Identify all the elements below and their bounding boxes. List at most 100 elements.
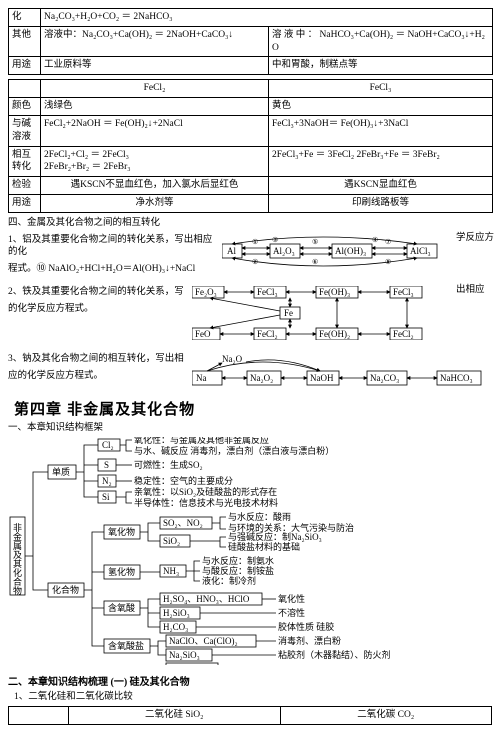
cell: 遇KSCN显血红色: [269, 177, 493, 195]
svg-text:FeCl₃: FeCl₃: [393, 287, 414, 297]
svg-text:NaOH: NaOH: [310, 373, 334, 383]
svg-text:H₂SO₄、HNO₃、HClO: H₂SO₄、HNO₃、HClO: [163, 594, 250, 604]
svg-text:亲氧性：以SiO₂及硅酸盐的形式存在: 亲氧性：以SiO₂及硅酸盐的形式存在: [134, 486, 277, 497]
svg-text:①: ①: [252, 238, 258, 246]
svg-text:含氧酸盐: 含氧酸盐: [108, 640, 144, 651]
p1a: 1、铝及其重要化合物之间的转化关系，写出相应的化: [8, 234, 218, 260]
cell: 用途: [9, 194, 41, 212]
svg-text:⑥: ⑥: [312, 258, 318, 266]
svg-text:Na₂O: Na₂O: [222, 354, 243, 364]
cell: 化: [9, 9, 41, 27]
svg-text:与水、碱反应 消毒剂，漂白剂（漂白液与漂白粉）: 与水、碱反应 消毒剂，漂白剂（漂白液与漂白粉）: [134, 445, 334, 456]
p2a: 2、铁及其重要化合物之间的转化关系，写: [8, 286, 188, 299]
svg-text:③: ③: [272, 236, 278, 244]
svg-text:液化：制冷剂: 液化：制冷剂: [202, 575, 256, 586]
svg-text:可燃性：生成SO₂: 可燃性：生成SO₂: [134, 459, 203, 470]
cell: 印刷线路板等: [269, 194, 493, 212]
svg-text:FeCl₂: FeCl₂: [257, 329, 278, 339]
svg-text:单质: 单质: [52, 466, 70, 477]
svg-text:氢化物: 氢化物: [108, 566, 135, 577]
p3a: 3、钠及其化合物之间的相互转化，写出相: [8, 353, 188, 366]
svg-text:Na₂O₂: Na₂O₂: [250, 373, 273, 383]
svg-text:NaHCO₃: NaHCO₃: [440, 373, 473, 383]
cell: 工业原料等: [41, 57, 269, 75]
svg-text:胶体性质 硅胶: 胶体性质 硅胶: [278, 621, 334, 632]
svg-text:⑤: ⑤: [312, 238, 318, 246]
cell: 颜色: [9, 98, 41, 116]
tree-diagram: 非金属及其化合物 单质 化合物 Cl₂ S N₂ Si 氧化性：与金属及其他非金…: [8, 437, 492, 670]
svg-text:Na₂CO₃: Na₂CO₃: [370, 373, 399, 383]
cell: 二氧化硅 SiO₂: [69, 706, 281, 724]
carbonate-table: 化 Na₂CO₃+H₂O+CO₂ ＝ 2NaHCO₃ 其他 溶液中：Na₂CO₃…: [8, 8, 493, 75]
svg-text:S: S: [104, 460, 109, 470]
svg-text:NH₃: NH₃: [163, 566, 179, 576]
svg-text:与强碱反应：制Na₂SiO₃: 与强碱反应：制Na₂SiO₃: [228, 531, 322, 542]
svg-text:Cl₂: Cl₂: [102, 440, 114, 450]
svg-text:稳定性：空气的主要成分: 稳定性：空气的主要成分: [134, 475, 233, 486]
svg-text:Al(OH)₃: Al(OH)₃: [335, 246, 366, 256]
cell: 净水剂等: [41, 194, 269, 212]
svg-text:H₂CO₃: H₂CO₃: [163, 622, 188, 632]
fe-diagram: Fe₂O₃ FeCl₃ Fe(OH)₃ FeCl₃ Fe FeO FeCl₂ F…: [192, 286, 452, 345]
svg-text:Fe(OH)₃: Fe(OH)₃: [319, 287, 350, 297]
para-1-block: 1、铝及其重要化合物之间的转化关系，写出相应的化 程式。⑩ NaAlO₂+HCl…: [8, 232, 492, 280]
cell: Na₂CO₃+H₂O+CO₂ ＝ 2NaHCO₃: [41, 9, 493, 27]
svg-text:FeCl₃: FeCl₃: [257, 287, 278, 297]
p2b: 的化学反应方程式。: [8, 303, 188, 316]
svg-text:与水反应：酸雨: 与水反应：酸雨: [228, 511, 291, 522]
cell: FeCl₃: [269, 80, 493, 98]
svg-text:Na₂SiO₃: Na₂SiO₃: [169, 650, 200, 660]
svg-text:Si: Si: [102, 492, 110, 502]
svg-text:NaClO、Ca(ClO)₂: NaClO、Ca(ClO)₂: [169, 636, 238, 646]
svg-text:非金属及其化合物: 非金属及其化合物: [12, 522, 22, 596]
svg-text:不溶性: 不溶性: [278, 607, 305, 618]
svg-text:FeCl₂: FeCl₂: [393, 329, 414, 339]
chapter-heading: 第四章 非金属及其化合物: [14, 400, 492, 420]
cell: 溶液中：Na₂CO₃+Ca(OH)₂ ＝ 2NaOH+CaCO₃↓: [41, 26, 269, 57]
sub2: 二、本章知识结构梳理 (一) 硅及其化合物: [8, 676, 492, 690]
cell: 其他: [9, 26, 41, 57]
sub1: 一、本章知识结构框架: [8, 422, 492, 435]
cell: 相互转化: [9, 146, 41, 177]
cell: [9, 80, 41, 98]
svg-text:粘胶剂（木器黏结）、防火剂: 粘胶剂（木器黏结）、防火剂: [278, 649, 391, 660]
cell: FeCl₃+3NaOH＝ Fe(OH)₃↓+3NaCl: [269, 115, 493, 146]
cell: 与碱溶液: [9, 115, 41, 146]
sio2-table: 二氧化硅 SiO₂ 二氧化碳 CO₂: [8, 706, 492, 725]
al-diagram: Al Al₂O₃ Al(OH)₃ AlCl₃ ① ② ⑤ ⑥ ⑦ ⑧ ③ ④: [222, 234, 452, 275]
svg-text:硅酸盐材料的基础: 硅酸盐材料的基础: [228, 541, 300, 552]
svg-text:消毒剂、漂白粉: 消毒剂、漂白粉: [278, 635, 341, 646]
svg-text:Fe: Fe: [284, 308, 293, 318]
svg-text:Fe₂O₃: Fe₂O₃: [195, 287, 217, 297]
svg-text:FeO: FeO: [195, 329, 211, 339]
cell: 溶 液 中 ： NaHCO₃+Ca(OH)₂ ＝ NaOH+CaCO₃↓+H₂O: [269, 26, 493, 57]
p3b: 应的化学反应方程式。: [8, 370, 188, 383]
cell: 用途: [9, 57, 41, 75]
cell: FeCl₂: [41, 80, 269, 98]
svg-text:SiO₂: SiO₂: [163, 536, 180, 546]
svg-text:氧化性：与金属及其他非金属反应: 氧化性：与金属及其他非金属反应: [134, 437, 269, 445]
cell: 遇KSCN不显血红色，加入氯水后显红色: [41, 177, 269, 195]
cell: 中和胃酸，制糕点等: [269, 57, 493, 75]
svg-text:Fe(OH)₂: Fe(OH)₂: [319, 329, 350, 339]
p2-right: 出相应: [456, 284, 490, 297]
svg-text:半导体性：信息技术与光电技术材料: 半导体性：信息技术与光电技术材料: [134, 497, 278, 508]
cell: [9, 706, 69, 724]
svg-text:④: ④: [372, 236, 378, 244]
svg-text:与酸反应：制铵盐: 与酸反应：制铵盐: [202, 565, 274, 576]
cell: 检验: [9, 177, 41, 195]
cell: 2FeCl₂+Cl₂ ＝ 2FeCl₃ 2FeBr₂+Br₂ ＝ 2FeBr₃: [41, 146, 269, 177]
svg-text:H₂SiO₃: H₂SiO₃: [163, 608, 190, 618]
para-2-block: 2、铁及其重要化合物之间的转化关系，写 的化学反应方程式。 Fe₂O₃ FeCl…: [8, 284, 492, 347]
svg-text:⑦: ⑦: [385, 238, 391, 246]
sub2b: 1、二氧化硅和二氧化碳比较: [8, 691, 492, 704]
section-4-title: 四、金属及其化合物之间的相互转化: [8, 217, 492, 230]
cell: 二氧化碳 CO₂: [280, 706, 492, 724]
svg-text:N₂: N₂: [102, 476, 112, 486]
svg-text:Al₂O₃: Al₂O₃: [273, 246, 295, 256]
cell: 黄色: [269, 98, 493, 116]
svg-text:含氧酸: 含氧酸: [108, 602, 135, 613]
para-3-block: 3、钠及其化合物之间的相互转化，写出相 应的化学反应方程式。 Na₂O Na N…: [8, 351, 492, 394]
svg-text:氧化物: 氧化物: [108, 526, 135, 537]
svg-text:Na: Na: [196, 373, 207, 383]
